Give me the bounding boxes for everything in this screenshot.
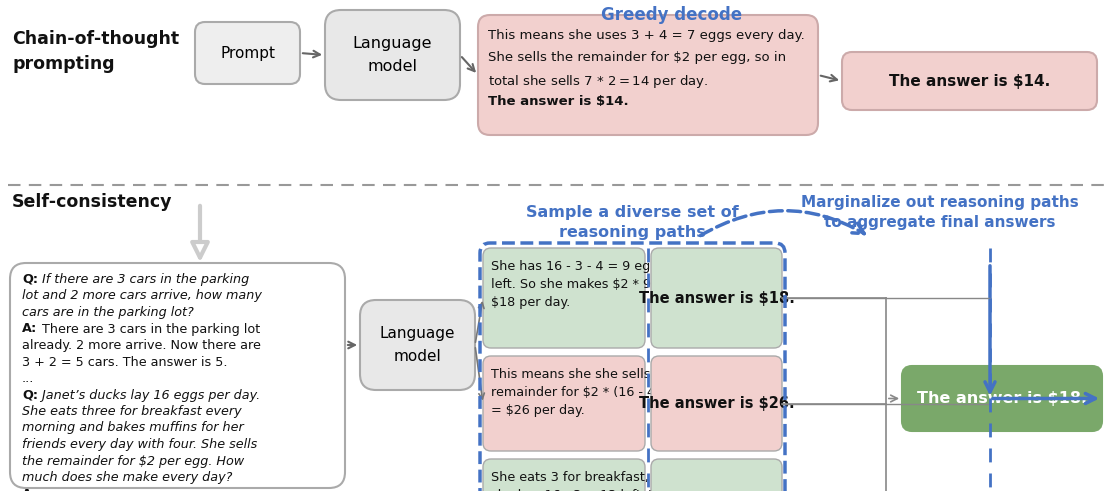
Text: The answer is $14.: The answer is $14. [488, 95, 629, 108]
Text: Sample a diverse set of
reasoning paths: Sample a diverse set of reasoning paths [526, 205, 739, 240]
FancyBboxPatch shape [651, 356, 782, 451]
Text: This means she uses 3 + 4 = 7 eggs every day.: This means she uses 3 + 4 = 7 eggs every… [488, 29, 805, 42]
Text: Prompt: Prompt [220, 46, 275, 60]
Text: A:: A: [22, 323, 37, 335]
Text: Language
model: Language model [380, 327, 455, 364]
Text: much does she make every day?: much does she make every day? [22, 471, 232, 484]
Text: Q:: Q: [22, 273, 38, 286]
FancyBboxPatch shape [10, 263, 345, 488]
Text: lot and 2 more cars arrive, how many: lot and 2 more cars arrive, how many [22, 290, 262, 302]
Text: She eats 3 for breakfast, so: She eats 3 for breakfast, so [491, 471, 668, 484]
FancyBboxPatch shape [651, 248, 782, 348]
FancyBboxPatch shape [483, 248, 644, 348]
Text: If there are 3 cars in the parking: If there are 3 cars in the parking [38, 273, 250, 286]
FancyBboxPatch shape [360, 300, 475, 390]
Text: The answer is $18.: The answer is $18. [917, 391, 1087, 406]
Text: She has 16 - 3 - 4 = 9 eggs: She has 16 - 3 - 4 = 9 eggs [491, 260, 666, 273]
Text: already. 2 more arrive. Now there are: already. 2 more arrive. Now there are [22, 339, 261, 352]
FancyBboxPatch shape [195, 22, 300, 84]
Text: Greedy decode: Greedy decode [601, 6, 743, 24]
Text: left. So she makes $2 * 9 =: left. So she makes $2 * 9 = [491, 278, 666, 291]
Text: 3 + 2 = 5 cars. The answer is 5.: 3 + 2 = 5 cars. The answer is 5. [22, 355, 227, 369]
Text: A:: A: [22, 488, 37, 491]
Text: $18 per day.: $18 per day. [491, 296, 570, 309]
FancyBboxPatch shape [651, 459, 782, 491]
Text: The answer is $18.: The answer is $18. [639, 291, 794, 305]
Text: The answer is $14.: The answer is $14. [889, 74, 1050, 88]
FancyBboxPatch shape [902, 366, 1102, 431]
FancyBboxPatch shape [483, 356, 644, 451]
Text: Self-consistency: Self-consistency [12, 193, 173, 211]
FancyBboxPatch shape [483, 459, 644, 491]
Text: she has 16 - 3 = 13 left. Then: she has 16 - 3 = 13 left. Then [491, 489, 681, 491]
Text: = $26 per day.: = $26 per day. [491, 404, 584, 417]
Text: Language
model: Language model [352, 36, 433, 74]
Text: The answer is $26.: The answer is $26. [639, 396, 794, 411]
Text: Marginalize out reasoning paths
to aggregate final answers: Marginalize out reasoning paths to aggre… [801, 195, 1079, 230]
FancyBboxPatch shape [842, 52, 1097, 110]
Text: total she sells 7 * $2 = $14 per day.: total she sells 7 * $2 = $14 per day. [488, 73, 708, 90]
Text: the remainder for $2 per egg. How: the remainder for $2 per egg. How [22, 455, 244, 467]
FancyBboxPatch shape [324, 10, 460, 100]
Text: cars are in the parking lot?: cars are in the parking lot? [22, 306, 194, 319]
Text: morning and bakes muffins for her: morning and bakes muffins for her [22, 421, 244, 435]
Text: friends every day with four. She sells: friends every day with four. She sells [22, 438, 258, 451]
Text: Chain-of-thought
prompting: Chain-of-thought prompting [12, 30, 180, 73]
Text: Q:: Q: [22, 388, 38, 402]
Text: Janet’s ducks lay 16 eggs per day.: Janet’s ducks lay 16 eggs per day. [38, 388, 260, 402]
FancyBboxPatch shape [478, 15, 818, 135]
Text: She sells the remainder for $2 per egg, so in: She sells the remainder for $2 per egg, … [488, 51, 786, 64]
Text: This means she she sells the: This means she she sells the [491, 368, 676, 381]
Text: remainder for $2 * (16 - 4 - 3): remainder for $2 * (16 - 4 - 3) [491, 386, 680, 399]
Text: ...: ... [22, 372, 35, 385]
Text: She eats three for breakfast every: She eats three for breakfast every [22, 405, 242, 418]
Text: There are 3 cars in the parking lot: There are 3 cars in the parking lot [38, 323, 260, 335]
